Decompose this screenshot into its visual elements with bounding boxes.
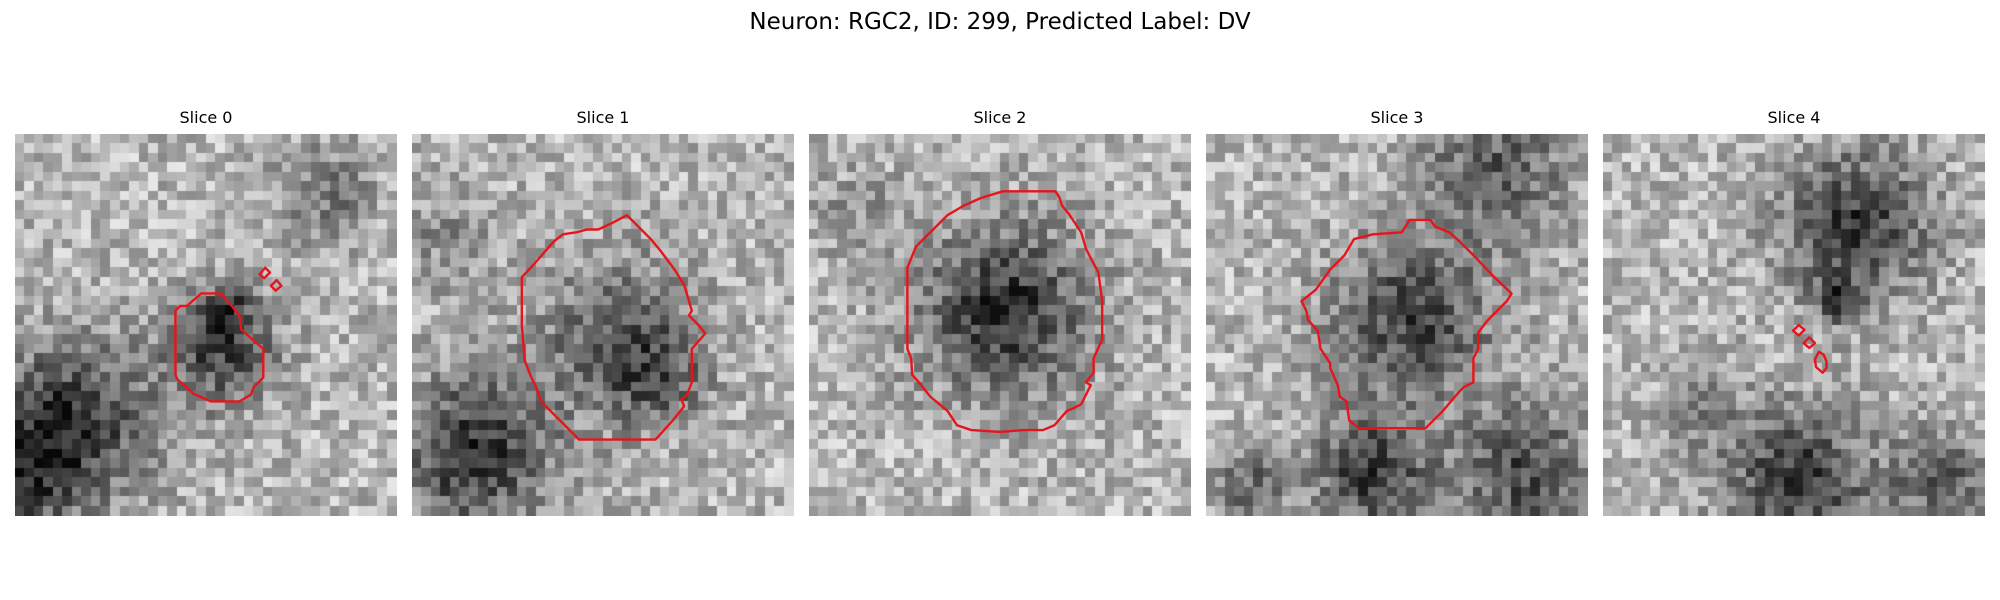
- segmentation-contour: [1804, 337, 1815, 348]
- segmentation-contour: [1793, 325, 1804, 336]
- segmentation-overlay: [809, 134, 1191, 516]
- segmentation-overlay: [1206, 134, 1588, 516]
- segmentation-contour: [522, 215, 705, 439]
- slice-panel-1: Slice 1: [412, 107, 794, 516]
- slice-title: Slice 3: [1370, 108, 1424, 127]
- segmentation-contour: [1815, 352, 1826, 373]
- slice-panel-4: Slice 4: [1603, 107, 1985, 516]
- segmentation-contour: [175, 293, 263, 401]
- slice-title: Slice 1: [576, 108, 630, 127]
- slice-panel-2: Slice 2: [809, 107, 1191, 516]
- segmentation-contour: [907, 191, 1102, 432]
- slice-image: [1603, 134, 1985, 516]
- segmentation-contour: [259, 268, 270, 279]
- segmentation-overlay: [1603, 134, 1985, 516]
- slice-title: Slice 2: [973, 108, 1027, 127]
- figure-title: Neuron: RGC2, ID: 299, Predicted Label: …: [749, 9, 1251, 35]
- slice-title: Slice 0: [179, 108, 233, 127]
- segmentation-contour: [1302, 220, 1512, 428]
- slice-image: [412, 134, 794, 516]
- segmentation-contour: [271, 280, 282, 291]
- slice-image: [809, 134, 1191, 516]
- slice-image: [1206, 134, 1588, 516]
- slice-panel-0: Slice 0: [15, 107, 397, 516]
- segmentation-overlay: [412, 134, 794, 516]
- segmentation-overlay: [15, 134, 397, 516]
- slice-title: Slice 4: [1767, 108, 1821, 127]
- slice-image: [15, 134, 397, 516]
- slice-panel-3: Slice 3: [1206, 107, 1588, 516]
